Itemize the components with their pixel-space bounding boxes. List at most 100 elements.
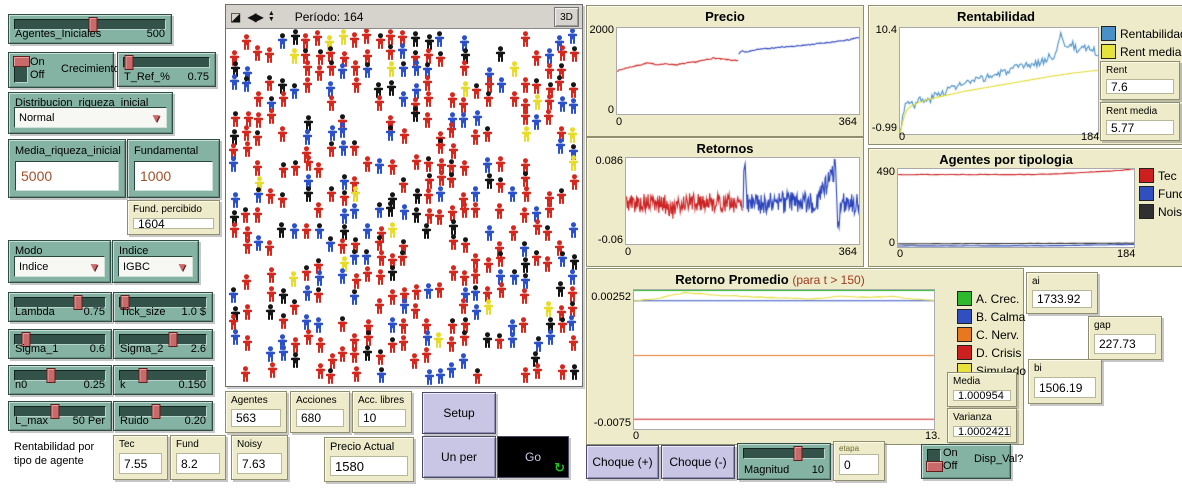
slider-handle[interactable]: [88, 17, 98, 32]
monitor-rent-media: Rent media 5.77: [1100, 102, 1180, 141]
view-3d-button[interactable]: 3D: [554, 7, 579, 27]
slider-ruido[interactable]: Ruido 0.20: [113, 401, 213, 431]
chooser-distribucion[interactable]: Distribucion_riqueza_inicial Normal ▼: [8, 92, 173, 134]
switch-crecimiento[interactable]: On Off Crecimiento: [8, 52, 120, 88]
slider-tick-size[interactable]: Tick_size 1.0 $: [113, 292, 213, 322]
monitor-bi: bi 1506.19: [1028, 359, 1102, 404]
slider-handle[interactable]: [168, 332, 178, 347]
legend-label: A. Crec.: [976, 291, 1020, 306]
agent-person-icon: [230, 111, 241, 127]
slider-track[interactable]: [14, 368, 106, 383]
switch-track[interactable]: [13, 56, 30, 83]
slider-track[interactable]: [14, 295, 106, 310]
slider-handle[interactable]: [73, 295, 83, 310]
legend-label: Rentabilidad: [1120, 26, 1182, 41]
agent-person-icon: [410, 31, 421, 47]
slider-track[interactable]: [119, 295, 207, 310]
input-field[interactable]: 5000: [15, 161, 119, 191]
slider-label: Ruido: [120, 415, 149, 427]
slider-track[interactable]: [14, 17, 166, 32]
input-fundamental[interactable]: Fundamental 1000: [127, 139, 220, 198]
agent-person-icon: [542, 225, 553, 241]
setup-button[interactable]: Setup: [422, 392, 496, 434]
plot-subtitle: (para t > 150): [792, 273, 865, 287]
slider-handle[interactable]: [120, 295, 130, 310]
slider-track[interactable]: [119, 332, 207, 347]
agent-person-icon: [411, 284, 422, 300]
chooser-indice[interactable]: Indice IGBC ▼: [112, 240, 199, 283]
agent-person-icon: [518, 317, 529, 333]
horizontal-arrows-icon[interactable]: ◀▶: [247, 9, 264, 24]
agent-person-icon: [411, 60, 422, 76]
agent-person-icon: [241, 125, 252, 141]
choque-plus-button[interactable]: Choque (+): [586, 445, 659, 479]
slider-l-max[interactable]: L_max 50 Per: [8, 401, 112, 431]
input-field[interactable]: 0: [839, 454, 879, 475]
slider-track[interactable]: [743, 446, 825, 461]
forever-refresh-icon: ↻: [554, 460, 565, 475]
slider-n0[interactable]: n0 0.25: [8, 365, 112, 395]
agent-person-icon: [264, 47, 275, 63]
slider-track[interactable]: [119, 404, 207, 419]
slider-t-ref[interactable]: T_Ref_% 0.75: [117, 52, 216, 87]
slider-sigma-2[interactable]: Sigma_2 2.6: [113, 329, 213, 359]
agent-person-icon: [520, 171, 531, 187]
input-etapa[interactable]: etapa 0: [833, 441, 885, 481]
slider-handle[interactable]: [46, 368, 56, 383]
switch-handle[interactable]: [926, 461, 943, 472]
agent-person-icon: [337, 238, 348, 254]
agent-person-icon: [447, 318, 458, 334]
agent-person-icon: [313, 162, 324, 178]
world-view[interactable]: ◪ ◀▶ ▲ ▼ Período: 164 3D: [225, 4, 583, 387]
slider-track[interactable]: [14, 404, 106, 419]
agent-person-icon: [253, 235, 264, 251]
slider-handle[interactable]: [50, 404, 60, 419]
monitor-value: 1506.19: [1034, 377, 1096, 398]
switch-track[interactable]: [926, 449, 943, 472]
monitor-gap: gap 227.73: [1088, 316, 1162, 360]
chooser-dropdown[interactable]: IGBC ▼: [118, 256, 193, 277]
choque-minus-button[interactable]: Choque (-): [661, 445, 735, 479]
switch-handle[interactable]: [13, 56, 30, 67]
agent-person-icon: [387, 337, 398, 353]
slider-lambda[interactable]: Lambda 0.75: [8, 292, 112, 322]
chooser-modo[interactable]: Modo Indice ▼: [8, 240, 111, 283]
slider-handle[interactable]: [151, 404, 161, 419]
chooser-dropdown[interactable]: Normal ▼: [14, 107, 167, 128]
resize-world-icon[interactable]: ◪: [230, 9, 242, 24]
agent-person-icon: [349, 32, 360, 48]
agent-person-icon: [325, 368, 336, 384]
agents-world[interactable]: [226, 29, 582, 386]
slider-agentes-iniciales[interactable]: Agentes_Iniciales 500: [8, 14, 172, 44]
slider-track[interactable]: [123, 55, 210, 70]
agent-person-icon: [398, 318, 409, 334]
agent-person-icon: [521, 186, 532, 202]
agent-person-icon: [385, 201, 396, 217]
slider-handle[interactable]: [138, 368, 148, 383]
y-min-tick: -0.99: [871, 122, 897, 134]
switch-disp-val[interactable]: On Off Disp_Val?: [921, 444, 1023, 479]
input-field[interactable]: 1000: [134, 161, 213, 191]
agent-person-icon: [228, 314, 239, 330]
un-per-button[interactable]: Un per: [422, 436, 496, 478]
chooser-dropdown[interactable]: Indice ▼: [14, 256, 105, 277]
slider-track[interactable]: [14, 332, 106, 347]
slider-track[interactable]: [119, 368, 207, 383]
go-button[interactable]: Go ↻: [497, 436, 569, 478]
slider-handle[interactable]: [124, 55, 134, 70]
slider-handle[interactable]: [21, 332, 31, 347]
agent-person-icon: [276, 222, 287, 238]
slider-sigma-1[interactable]: Sigma_1 0.6: [8, 329, 112, 359]
agent-person-icon: [252, 207, 263, 223]
agent-person-icon: [289, 299, 300, 315]
slider-k[interactable]: k 0.150: [113, 365, 213, 395]
agent-person-icon: [302, 285, 313, 301]
legend-label: Noisy: [1158, 204, 1182, 219]
vertical-arrows-icon[interactable]: ▲ ▼: [268, 10, 275, 23]
agent-person-icon: [230, 329, 241, 345]
input-media-riqueza[interactable]: Media_riqueza_inicial 5000: [8, 139, 126, 198]
slider-handle[interactable]: [793, 446, 803, 461]
plot-retorno-promedio: Retorno Promedio (para t > 150) 0.00252 …: [586, 268, 1026, 445]
note-rentabilidad: Rentabilidad por tipo de agente: [14, 441, 95, 467]
slider-magnitud[interactable]: Magnitud 10: [737, 443, 831, 480]
